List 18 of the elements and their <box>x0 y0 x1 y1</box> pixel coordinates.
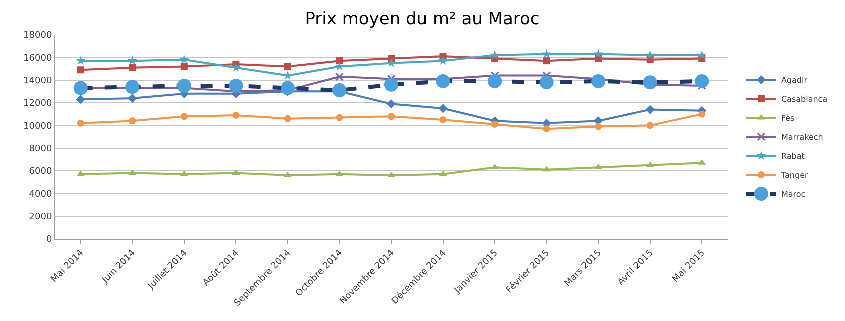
y-tick-label: 10000 <box>24 122 52 132</box>
legend-label: Tanger <box>780 171 809 180</box>
y-tick-label: 0 <box>46 235 52 246</box>
legend-label: Maroc <box>781 190 806 200</box>
y-tick-label: 14000 <box>24 76 52 86</box>
legend-label: Rabat <box>781 152 805 162</box>
y-tick-label: 8000 <box>29 144 52 154</box>
legend-label: Fès <box>781 114 795 124</box>
y-tick-label: 6000 <box>29 167 52 178</box>
y-tick-label: 2000 <box>29 212 52 222</box>
y-tick-label: 4000 <box>29 190 52 200</box>
legend-label: Agadir <box>781 76 808 86</box>
legend-label: Marrakech <box>781 133 824 142</box>
y-tick-label: 16000 <box>24 54 52 64</box>
legend-label: Casablanca <box>781 95 828 104</box>
chart-title: Prix moyen du m² au Maroc <box>305 10 540 30</box>
y-tick-label: 18000 <box>24 31 52 42</box>
y-tick-label: 12000 <box>24 99 52 110</box>
